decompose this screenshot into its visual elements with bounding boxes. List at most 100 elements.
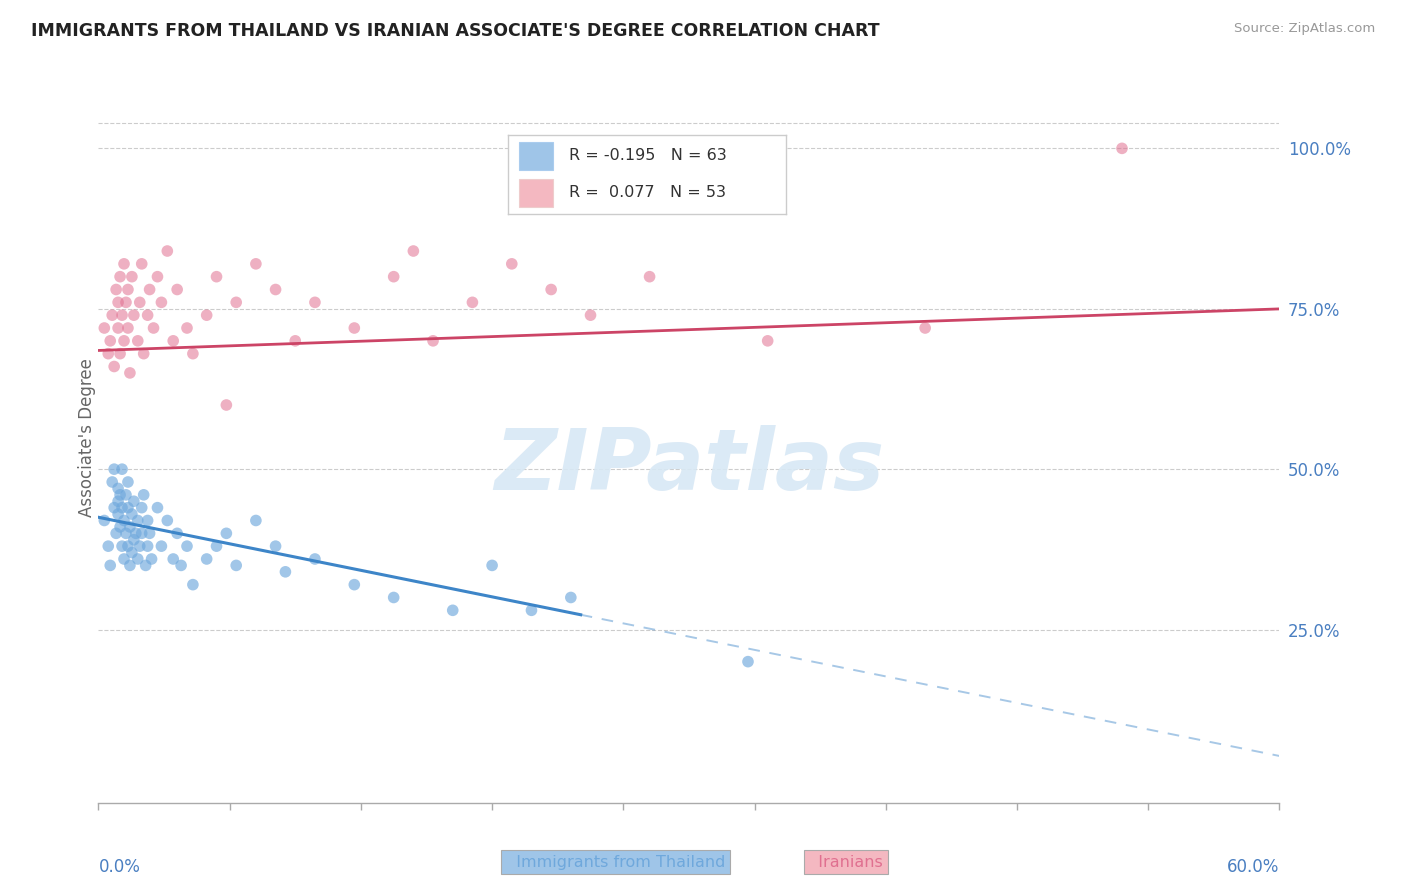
Point bbox=[756, 334, 779, 348]
Point bbox=[98, 334, 121, 348]
Point bbox=[176, 539, 198, 553]
Point bbox=[108, 488, 131, 502]
Text: Source: ZipAtlas.com: Source: ZipAtlas.com bbox=[1234, 22, 1375, 36]
Point bbox=[122, 533, 145, 547]
Point bbox=[481, 558, 503, 573]
Point bbox=[520, 603, 543, 617]
Point bbox=[103, 359, 125, 374]
Point bbox=[108, 346, 131, 360]
Point bbox=[540, 283, 562, 297]
Point bbox=[101, 475, 124, 489]
Point bbox=[264, 283, 287, 297]
Point bbox=[245, 514, 267, 528]
Point bbox=[343, 577, 366, 591]
Point bbox=[638, 269, 661, 284]
Point bbox=[205, 269, 228, 284]
Point bbox=[422, 334, 444, 348]
Point bbox=[112, 514, 135, 528]
Point bbox=[1111, 141, 1133, 155]
Point bbox=[107, 295, 129, 310]
Point bbox=[441, 603, 464, 617]
Point bbox=[115, 526, 138, 541]
Point bbox=[112, 257, 135, 271]
Point bbox=[304, 295, 326, 310]
Point bbox=[131, 500, 153, 515]
Y-axis label: Associate's Degree: Associate's Degree bbox=[79, 358, 96, 516]
Point bbox=[115, 488, 138, 502]
Point bbox=[132, 346, 155, 360]
Point bbox=[108, 269, 131, 284]
Point bbox=[128, 295, 150, 310]
Point bbox=[156, 244, 179, 258]
Point bbox=[138, 526, 160, 541]
Point bbox=[132, 488, 155, 502]
Point bbox=[156, 514, 179, 528]
Text: IMMIGRANTS FROM THAILAND VS IRANIAN ASSOCIATE'S DEGREE CORRELATION CHART: IMMIGRANTS FROM THAILAND VS IRANIAN ASSO… bbox=[31, 22, 880, 40]
Point bbox=[105, 526, 128, 541]
Point bbox=[121, 269, 143, 284]
Point bbox=[264, 539, 287, 553]
Point bbox=[343, 321, 366, 335]
Point bbox=[382, 591, 405, 605]
Point bbox=[162, 334, 184, 348]
Point bbox=[176, 321, 198, 335]
Text: ZIPatlas: ZIPatlas bbox=[494, 425, 884, 508]
Point bbox=[117, 283, 139, 297]
Text: 0.0%: 0.0% bbox=[98, 858, 141, 876]
Point bbox=[150, 295, 173, 310]
Point bbox=[111, 308, 134, 322]
Bar bbox=[519, 142, 553, 170]
Point bbox=[382, 269, 405, 284]
Point bbox=[195, 308, 218, 322]
Point bbox=[501, 257, 523, 271]
Point bbox=[142, 321, 165, 335]
Point bbox=[117, 321, 139, 335]
Point bbox=[579, 308, 602, 322]
Point bbox=[118, 558, 141, 573]
Point bbox=[181, 577, 204, 591]
Point bbox=[170, 558, 193, 573]
Point bbox=[118, 520, 141, 534]
Point bbox=[107, 482, 129, 496]
Point bbox=[461, 295, 484, 310]
Point bbox=[225, 558, 247, 573]
Point bbox=[105, 283, 128, 297]
Point bbox=[162, 552, 184, 566]
Point bbox=[225, 295, 247, 310]
Point bbox=[112, 334, 135, 348]
Point bbox=[181, 346, 204, 360]
Point bbox=[195, 552, 218, 566]
Point bbox=[93, 514, 115, 528]
Point bbox=[111, 500, 134, 515]
Text: Iranians: Iranians bbox=[808, 855, 883, 870]
Point bbox=[121, 507, 143, 521]
Point bbox=[136, 514, 159, 528]
Point bbox=[141, 552, 163, 566]
Point bbox=[117, 539, 139, 553]
Point bbox=[111, 462, 134, 476]
Point bbox=[127, 514, 149, 528]
Point bbox=[737, 655, 759, 669]
Point bbox=[101, 308, 124, 322]
Point bbox=[125, 526, 148, 541]
Point bbox=[146, 269, 169, 284]
Point bbox=[205, 539, 228, 553]
Point bbox=[97, 539, 120, 553]
Point bbox=[108, 520, 131, 534]
Point bbox=[111, 539, 134, 553]
Point bbox=[166, 526, 188, 541]
Text: 60.0%: 60.0% bbox=[1227, 858, 1279, 876]
Point bbox=[107, 507, 129, 521]
Point bbox=[304, 552, 326, 566]
Text: Immigrants from Thailand: Immigrants from Thailand bbox=[506, 855, 725, 870]
Point bbox=[146, 500, 169, 515]
Point bbox=[166, 283, 188, 297]
Point bbox=[117, 475, 139, 489]
Point bbox=[215, 526, 238, 541]
Text: R =  0.077   N = 53: R = 0.077 N = 53 bbox=[569, 186, 727, 201]
Point bbox=[131, 257, 153, 271]
Point bbox=[93, 321, 115, 335]
Point bbox=[122, 308, 145, 322]
Point bbox=[138, 283, 160, 297]
Point bbox=[284, 334, 307, 348]
